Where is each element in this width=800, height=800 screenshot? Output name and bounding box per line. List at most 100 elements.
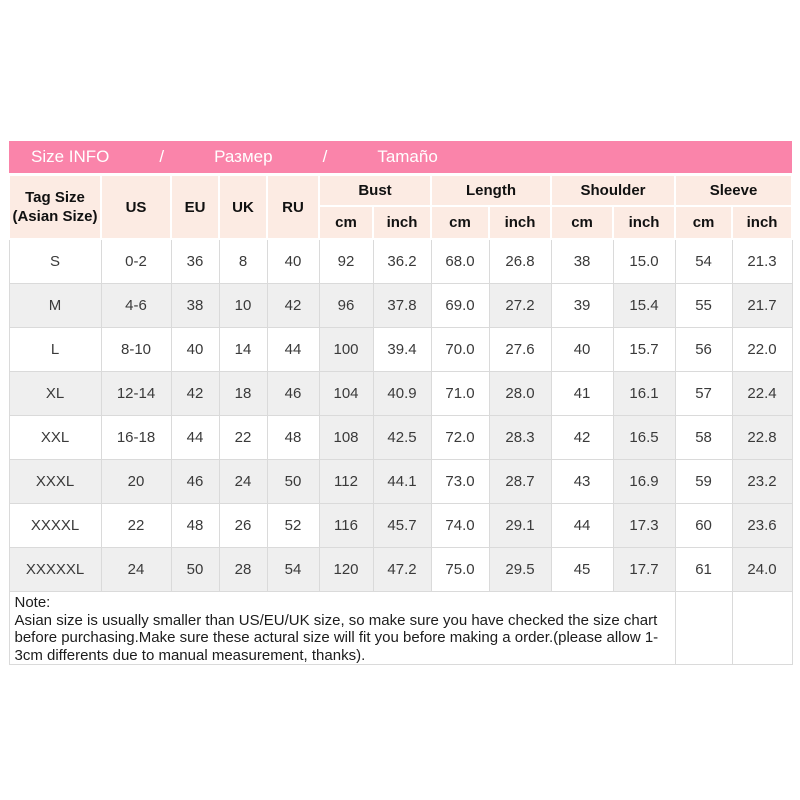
measurement-cell: 100: [318, 327, 374, 372]
measurement-cell: 56: [674, 327, 733, 372]
measurement-cell: 21.7: [731, 283, 793, 328]
size-row-XXXL: XXXL 20 46 24 50 112 44.1 73.0 28.7 43 16.9 59 23.2: [8, 459, 793, 504]
unit-header-row: cm inch cm inch cm inch cm inch: [9, 205, 794, 240]
size-info-banner: Size INFO / Размер / Tamaño: [9, 141, 552, 176]
tag-size-line2: (Asian Size): [12, 208, 98, 225]
measurement-cell: 23.2: [731, 459, 793, 504]
measurement-cell: 21.3: [731, 238, 793, 284]
measurement-cell: 60: [674, 503, 733, 548]
size-row-L: L 8-10 40 14 44 100 39.4 70.0 27.6 40 15.7 56 22.0: [8, 327, 793, 372]
note-row: Note: Asian size is usually smaller than…: [8, 591, 793, 665]
size-label-cell: XXXXL: [8, 503, 102, 548]
measurement-cell: 36: [170, 238, 220, 284]
measurement-cell: 108: [318, 415, 374, 460]
unit-header-length-inch: inch: [487, 205, 553, 240]
measurement-cell: 15.4: [612, 283, 676, 328]
measurement-cell: 52: [266, 503, 320, 548]
size-row-XXXXL: XXXXL 22 48 26 52 116 45.7 74.0 29.1 44 17.3 60 23.6: [8, 503, 793, 548]
measurement-cell: 104: [318, 371, 374, 416]
col-header-length: Length: [429, 173, 553, 207]
size-row-XL: XL 12-14 42 18 46 104 40.9 71.0 28.0 41 16.1 57 22.4: [8, 371, 793, 416]
banner-row: Size INFO / Размер / Tamaño: [9, 141, 793, 176]
measurement-cell: 23.6: [731, 503, 793, 548]
tag-size-line1: Tag Size: [25, 189, 85, 206]
measurement-cell: 120: [318, 547, 374, 592]
measurement-cell: 39: [550, 283, 614, 328]
measurement-cell: 28.0: [488, 371, 552, 416]
measurement-cell: 4-6: [100, 283, 172, 328]
measurement-cell: 54: [266, 547, 320, 592]
banner-text: Size INFO / Размер / Tamaño: [9, 147, 551, 167]
measurement-cell: 39.4: [372, 327, 432, 372]
measurement-cell: 59: [674, 459, 733, 504]
measurement-cell: 46: [266, 371, 320, 416]
measurement-cell: 44: [266, 327, 320, 372]
size-table-body: S 0-2 36 8 40 92 36.2 68.0 26.8 38 15.0 54 21.3 M 4-6 3…: [8, 238, 793, 592]
measurement-cell: 96: [318, 283, 374, 328]
size-chart-table: Size INFO / Размер / Tamaño Tag Size (As…: [8, 141, 794, 665]
measurement-cell: 44: [170, 415, 220, 460]
measurement-cell: 16-18: [100, 415, 172, 460]
unit-header-sleeve-inch: inch: [731, 205, 794, 240]
measurement-cell: 16.5: [612, 415, 676, 460]
measurement-cell: 42: [266, 283, 320, 328]
measurement-cell: 55: [674, 283, 733, 328]
measurement-cell: 29.5: [488, 547, 552, 592]
measurement-cell: 37.8: [372, 283, 432, 328]
measurement-cell: 72.0: [430, 415, 490, 460]
measurement-cell: 18: [218, 371, 268, 416]
unit-header-length-cm: cm: [430, 205, 490, 240]
banner-separator: /: [322, 147, 328, 166]
unit-header-shoulder-cm: cm: [550, 205, 615, 240]
measurement-cell: 17.7: [612, 547, 676, 592]
measurement-cell: 16.1: [612, 371, 676, 416]
measurement-cell: 41: [550, 371, 614, 416]
size-label-cell: L: [8, 327, 102, 372]
size-row-M: M 4-6 38 10 42 96 37.8 69.0 27.2 39 15.4 55 21.7: [8, 283, 793, 328]
measurement-cell: 0-2: [100, 238, 172, 284]
note-empty-cell-2: [731, 591, 793, 665]
measurement-cell: 8-10: [100, 327, 172, 372]
measurement-cell: 58: [674, 415, 733, 460]
note-empty-cell-1: [674, 591, 733, 665]
measurement-cell: 44: [550, 503, 614, 548]
unit-header-sleeve-cm: cm: [674, 205, 734, 240]
measurement-cell: 44.1: [372, 459, 432, 504]
measurement-cell: 42: [550, 415, 614, 460]
measurement-cell: 48: [266, 415, 320, 460]
measurement-cell: 68.0: [430, 238, 490, 284]
measurement-cell: 43: [550, 459, 614, 504]
measurement-cell: 28: [218, 547, 268, 592]
size-label-cell: M: [8, 283, 102, 328]
col-header-ru: RU: [266, 173, 320, 240]
measurement-cell: 54: [674, 238, 733, 284]
size-label-cell: XXL: [8, 415, 102, 460]
measurement-cell: 27.2: [488, 283, 552, 328]
measurement-cell: 48: [170, 503, 220, 548]
size-label-cell: XXXXXL: [8, 547, 102, 592]
measurement-cell: 12-14: [100, 371, 172, 416]
measurement-cell: 26: [218, 503, 268, 548]
size-row-S: S 0-2 36 8 40 92 36.2 68.0 26.8 38 15.0 54 21.3: [8, 238, 793, 284]
measurement-cell: 28.7: [488, 459, 552, 504]
measurement-cell: 92: [318, 238, 374, 284]
measurement-cell: 74.0: [430, 503, 490, 548]
measurement-cell: 27.6: [488, 327, 552, 372]
banner-segment-tamano: Tamaño: [377, 147, 438, 166]
col-header-bust: Bust: [318, 173, 432, 207]
measurement-cell: 16.9: [612, 459, 676, 504]
measurement-cell: 40: [266, 238, 320, 284]
banner-segment-razmer: Размер: [214, 147, 273, 166]
size-label-cell: XXXL: [8, 459, 102, 504]
measurement-cell: 22.8: [731, 415, 793, 460]
measurement-cell: 36.2: [372, 238, 432, 284]
size-row-XXXXXL: XXXXXL 24 50 28 54 120 47.2 75.0 29.5 45 17.7 61 24.…: [8, 547, 793, 592]
measurement-cell: 8: [218, 238, 268, 284]
measurement-cell: 50: [170, 547, 220, 592]
note-cell: Note: Asian size is usually smaller than…: [8, 591, 676, 665]
measurement-cell: 26.8: [488, 238, 552, 284]
measurement-cell: 70.0: [430, 327, 490, 372]
note-title: Note:: [14, 594, 51, 611]
measurement-cell: 42: [170, 371, 220, 416]
